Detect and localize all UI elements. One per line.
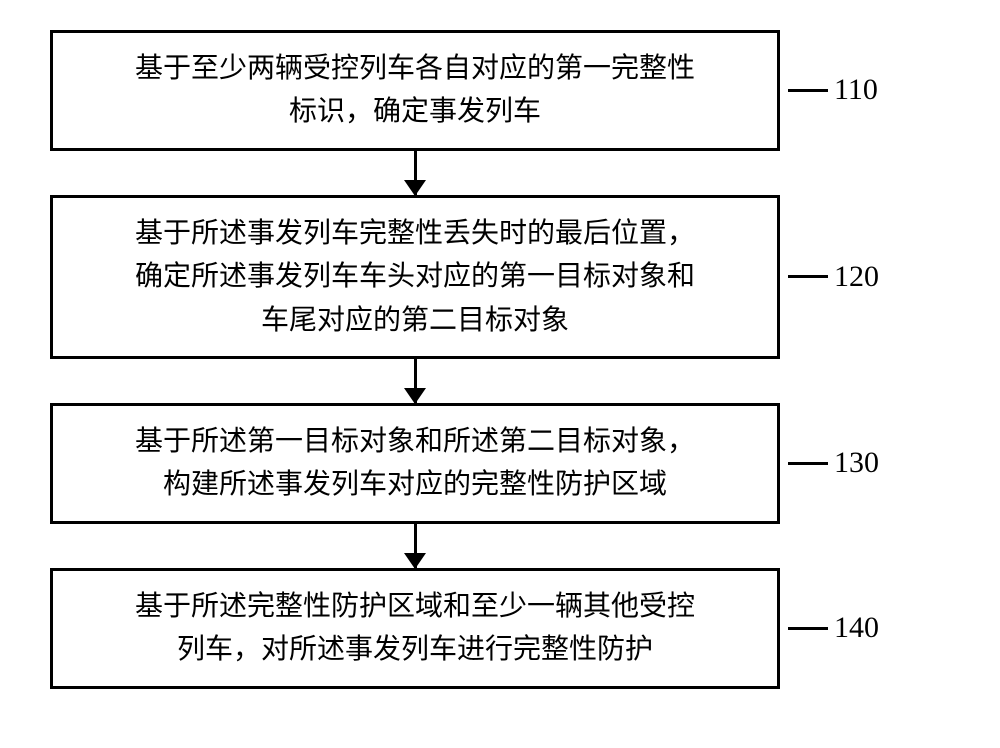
step-line: 确定所述事发列车车头对应的第一目标对象和 — [135, 261, 695, 292]
flow-step-box: 基于所述完整性防护区域和至少一辆其他受控 列车，对所述事发列车进行完整性防护 — [50, 568, 780, 689]
flow-step-box: 基于所述事发列车完整性丢失时的最后位置， 确定所述事发列车车头对应的第一目标对象… — [50, 195, 780, 359]
step-label: 110 — [834, 73, 878, 107]
step-line: 列车，对所述事发列车进行完整性防护 — [177, 634, 653, 665]
step-line: 基于至少两辆受控列车各自对应的第一完整性 — [135, 53, 695, 84]
step-connector: 110 — [788, 73, 878, 107]
flow-step-box: 基于至少两辆受控列车各自对应的第一完整性 标识，确定事发列车 — [50, 30, 780, 151]
step-line: 标识，确定事发列车 — [289, 96, 541, 127]
flow-step-row: 基于所述第一目标对象和所述第二目标对象， 构建所述事发列车对应的完整性防护区域 … — [50, 403, 950, 524]
flow-step-box: 基于所述第一目标对象和所述第二目标对象， 构建所述事发列车对应的完整性防护区域 — [50, 403, 780, 524]
step-label: 120 — [834, 260, 879, 294]
arrow-head-icon — [404, 553, 426, 569]
step-line: 基于所述事发列车完整性丢失时的最后位置， — [135, 218, 695, 249]
step-line: 基于所述第一目标对象和所述第二目标对象， — [135, 426, 695, 457]
flow-step-row: 基于至少两辆受控列车各自对应的第一完整性 标识，确定事发列车 110 — [50, 30, 950, 151]
flow-arrow — [50, 524, 780, 568]
step-label: 140 — [834, 611, 879, 645]
step-label: 130 — [834, 446, 879, 480]
step-connector: 130 — [788, 446, 879, 480]
step-connector: 120 — [788, 260, 879, 294]
arrow-head-icon — [404, 180, 426, 196]
step-connector: 140 — [788, 611, 879, 645]
step-line: 车尾对应的第二目标对象 — [261, 305, 569, 336]
connector-line — [788, 275, 828, 278]
step-line: 基于所述完整性防护区域和至少一辆其他受控 — [135, 591, 695, 622]
flow-arrow — [50, 359, 780, 403]
flow-arrow — [50, 151, 780, 195]
step-line: 构建所述事发列车对应的完整性防护区域 — [163, 469, 667, 500]
arrow-head-icon — [404, 388, 426, 404]
connector-line — [788, 462, 828, 465]
flow-step-row: 基于所述事发列车完整性丢失时的最后位置， 确定所述事发列车车头对应的第一目标对象… — [50, 195, 950, 359]
flowchart-container: 基于至少两辆受控列车各自对应的第一完整性 标识，确定事发列车 110 基于所述事… — [50, 30, 950, 689]
connector-line — [788, 89, 828, 92]
flow-step-row: 基于所述完整性防护区域和至少一辆其他受控 列车，对所述事发列车进行完整性防护 1… — [50, 568, 950, 689]
connector-line — [788, 627, 828, 630]
